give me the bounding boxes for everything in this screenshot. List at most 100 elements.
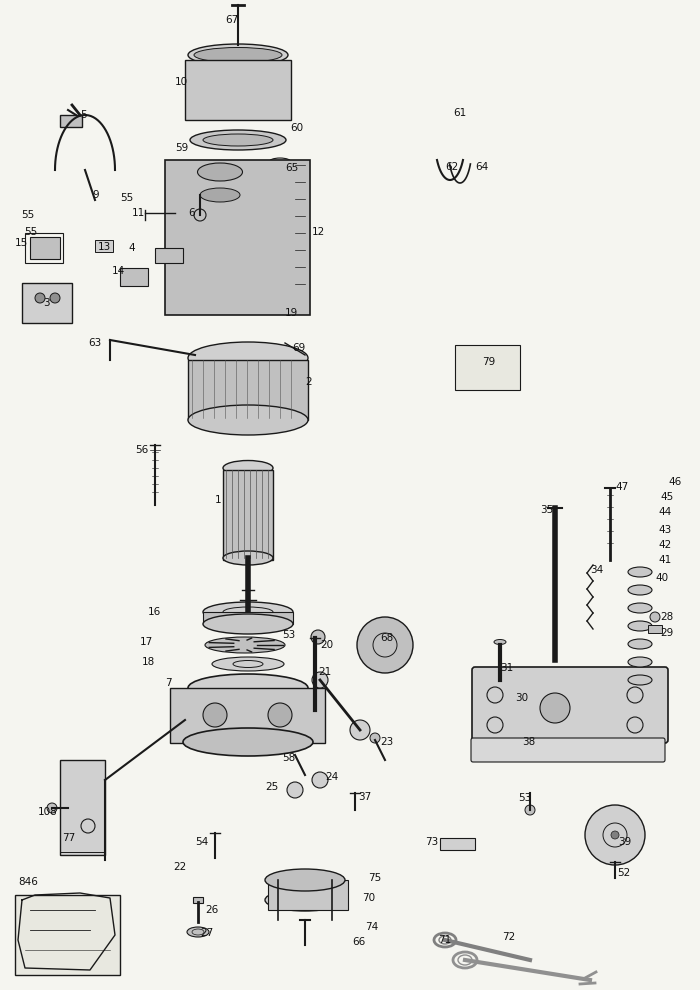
Ellipse shape (269, 158, 291, 166)
Text: 73: 73 (425, 837, 438, 847)
Circle shape (650, 612, 660, 622)
Ellipse shape (188, 44, 288, 66)
Text: 72: 72 (502, 932, 515, 942)
Text: 31: 31 (500, 663, 513, 673)
Circle shape (312, 672, 328, 688)
Ellipse shape (188, 342, 308, 374)
Text: 58: 58 (282, 753, 295, 763)
Text: 53: 53 (518, 793, 531, 803)
Ellipse shape (200, 188, 240, 202)
Text: 43: 43 (658, 525, 671, 535)
Text: 52: 52 (617, 868, 630, 878)
Circle shape (203, 703, 227, 727)
Bar (455, 345, 520, 390)
Text: 61: 61 (453, 108, 466, 118)
Circle shape (540, 693, 570, 723)
Text: 54: 54 (195, 837, 209, 847)
Bar (440, 838, 475, 850)
Text: 63: 63 (88, 338, 102, 348)
Text: 27: 27 (200, 928, 214, 938)
Circle shape (47, 803, 57, 813)
Bar (15, 895, 120, 975)
Text: 4: 4 (128, 243, 134, 253)
Text: 41: 41 (658, 555, 671, 565)
Ellipse shape (494, 640, 506, 644)
Text: 64: 64 (475, 162, 489, 172)
Text: 62: 62 (445, 162, 458, 172)
Text: 16: 16 (148, 607, 161, 617)
Ellipse shape (223, 460, 273, 475)
Text: 3: 3 (43, 298, 50, 308)
Text: 6: 6 (188, 208, 195, 218)
Circle shape (50, 293, 60, 303)
Bar (95, 240, 113, 252)
Text: 34: 34 (590, 565, 603, 575)
Bar (223, 470, 273, 560)
Ellipse shape (205, 637, 285, 653)
Bar (120, 268, 148, 286)
Text: 55: 55 (120, 193, 133, 203)
Bar (170, 688, 325, 743)
Ellipse shape (194, 48, 282, 62)
Text: 67: 67 (225, 15, 238, 25)
Circle shape (287, 782, 303, 798)
Bar (203, 612, 293, 624)
Text: 39: 39 (618, 837, 631, 847)
Bar (22, 283, 72, 323)
Ellipse shape (628, 675, 652, 685)
Text: 22: 22 (173, 862, 186, 872)
Ellipse shape (203, 134, 273, 146)
Circle shape (35, 293, 45, 303)
Ellipse shape (265, 869, 345, 891)
Text: 23: 23 (380, 737, 393, 747)
Circle shape (525, 805, 535, 815)
Text: 21: 21 (318, 667, 331, 677)
Text: 846: 846 (18, 877, 38, 887)
Bar (188, 360, 308, 420)
Bar (30, 237, 60, 259)
FancyBboxPatch shape (471, 738, 665, 762)
Text: 20: 20 (320, 640, 333, 650)
Text: 71: 71 (438, 935, 452, 945)
Text: 44: 44 (658, 507, 671, 517)
Text: 5: 5 (80, 110, 87, 120)
Text: 74: 74 (365, 922, 378, 932)
Text: 37: 37 (358, 792, 371, 802)
Bar (193, 897, 203, 903)
Text: 70: 70 (362, 893, 375, 903)
Ellipse shape (188, 674, 308, 702)
Text: 79: 79 (482, 357, 496, 367)
Text: 9: 9 (92, 190, 99, 200)
Circle shape (311, 630, 325, 644)
Circle shape (312, 772, 328, 788)
Circle shape (350, 720, 370, 740)
Text: 55: 55 (24, 227, 37, 237)
Text: 66: 66 (352, 937, 365, 947)
Text: 10: 10 (175, 77, 188, 87)
Text: 29: 29 (660, 628, 673, 638)
Bar (185, 60, 291, 120)
Bar (25, 233, 63, 263)
Ellipse shape (628, 603, 652, 613)
Text: 25: 25 (265, 782, 278, 792)
Bar (165, 160, 310, 315)
Bar (60, 760, 105, 855)
Circle shape (611, 831, 619, 839)
Ellipse shape (197, 163, 242, 181)
Text: 46: 46 (668, 477, 681, 487)
Ellipse shape (628, 621, 652, 631)
Text: 55: 55 (21, 210, 34, 220)
Text: 47: 47 (615, 482, 629, 492)
Circle shape (194, 209, 206, 221)
Text: 69: 69 (292, 343, 305, 353)
Text: 75: 75 (368, 873, 382, 883)
Text: 24: 24 (325, 772, 338, 782)
Text: 53: 53 (281, 630, 295, 640)
Text: 28: 28 (660, 612, 673, 622)
FancyBboxPatch shape (472, 667, 668, 743)
Ellipse shape (265, 889, 345, 911)
Bar (648, 625, 662, 633)
Text: 30: 30 (515, 693, 528, 703)
Text: 40: 40 (655, 573, 668, 583)
Bar (155, 248, 183, 263)
